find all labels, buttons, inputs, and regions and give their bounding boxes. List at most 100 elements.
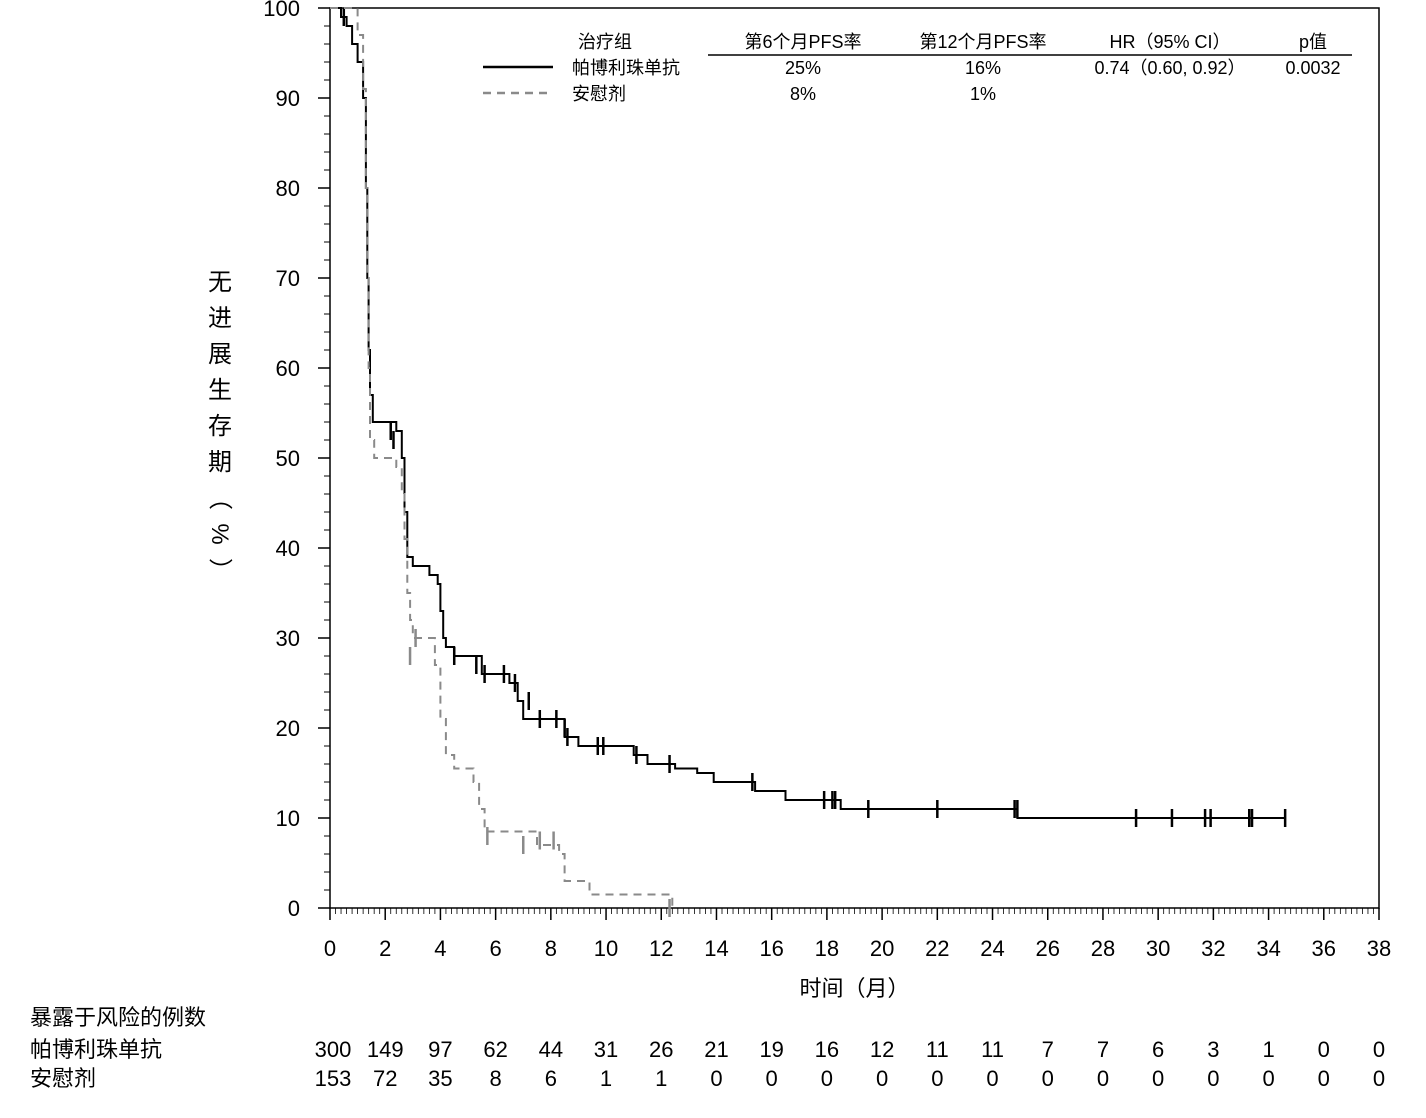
risk-count: 6 — [545, 1066, 557, 1091]
legend-cell: 0.74（0.60, 0.92） — [1094, 58, 1245, 78]
x-tick-label: 24 — [980, 936, 1004, 961]
x-tick-label: 14 — [704, 936, 728, 961]
x-tick-label: 32 — [1201, 936, 1225, 961]
risk-count: 0 — [986, 1066, 998, 1091]
legend-cell: 16% — [965, 58, 1001, 78]
risk-count: 44 — [539, 1037, 563, 1062]
risk-count: 7 — [1042, 1037, 1054, 1062]
legend-cell: 25% — [785, 58, 821, 78]
y-axis-label-char: 期 — [208, 449, 232, 476]
x-tick-label: 36 — [1312, 936, 1336, 961]
risk-count: 7 — [1097, 1037, 1109, 1062]
pembrolizumab-curve — [330, 7, 1286, 819]
risk-row-label: 帕博利珠单抗 — [30, 1037, 162, 1062]
risk-count: 12 — [870, 1037, 894, 1062]
risk-count: 0 — [1373, 1037, 1385, 1062]
x-tick-label: 6 — [490, 936, 502, 961]
risk-count: 11 — [926, 1037, 949, 1062]
x-tick-label: 2 — [379, 936, 391, 961]
x-tick-label: 8 — [545, 936, 557, 961]
risk-count: 0 — [1318, 1037, 1330, 1062]
risk-count: 0 — [1152, 1066, 1164, 1091]
y-tick-label: 50 — [276, 446, 300, 471]
y-tick-label: 30 — [276, 626, 300, 651]
risk-count: 0 — [931, 1066, 943, 1091]
legend-header: p值 — [1299, 32, 1327, 52]
y-axis-label-char: 存 — [208, 413, 232, 440]
risk-count: 72 — [373, 1066, 397, 1091]
y-tick-label: 20 — [276, 716, 300, 741]
x-axis-label: 时间（月） — [799, 976, 909, 1001]
x-tick-label: 26 — [1035, 936, 1059, 961]
risk-count: 300 — [315, 1037, 352, 1062]
legend-group-name: 安慰剂 — [572, 84, 626, 104]
risk-count: 0 — [1318, 1066, 1330, 1091]
risk-count: 0 — [710, 1066, 722, 1091]
x-tick-label: 20 — [870, 936, 894, 961]
legend-group-name: 帕博利珠单抗 — [572, 58, 680, 78]
risk-count: 16 — [815, 1037, 839, 1062]
risk-count: 62 — [483, 1037, 507, 1062]
risk-count: 0 — [1097, 1066, 1109, 1091]
risk-count: 6 — [1152, 1037, 1164, 1062]
placebo-curve — [330, 7, 674, 908]
legend-header: 治疗组 — [578, 32, 632, 52]
risk-count: 21 — [704, 1037, 728, 1062]
y-axis-label-char: 无 — [208, 269, 232, 296]
legend-cell: 1% — [970, 84, 996, 104]
risk-count: 35 — [428, 1066, 452, 1091]
risk-count: 3 — [1207, 1037, 1219, 1062]
x-tick-label: 18 — [815, 936, 839, 961]
legend-cell: 8% — [790, 84, 816, 104]
plot-frame — [329, 7, 1380, 909]
x-tick-label: 4 — [434, 936, 446, 961]
risk-count: 0 — [766, 1066, 778, 1091]
y-tick-label: 70 — [276, 266, 300, 291]
x-tick-label: 10 — [594, 936, 618, 961]
risk-count: 0 — [1042, 1066, 1054, 1091]
risk-count: 153 — [315, 1066, 352, 1091]
risk-table-title: 暴露于风险的例数 — [30, 1005, 206, 1030]
risk-count: 0 — [1373, 1066, 1385, 1091]
x-tick-label: 30 — [1146, 936, 1170, 961]
y-tick-label: 60 — [276, 356, 300, 381]
risk-count: 11 — [981, 1037, 1004, 1062]
risk-row-label: 安慰剂 — [30, 1066, 96, 1091]
risk-count: 149 — [367, 1037, 404, 1062]
legend-cell: 0.0032 — [1285, 58, 1340, 78]
legend-header: HR（95% CI） — [1109, 32, 1230, 52]
risk-count: 1 — [600, 1066, 612, 1091]
y-axis-label-char: （ — [206, 486, 233, 510]
x-tick-label: 22 — [925, 936, 949, 961]
risk-count: 0 — [821, 1066, 833, 1091]
risk-count: 26 — [649, 1037, 673, 1062]
y-tick-label: 80 — [276, 176, 300, 201]
y-tick-label: 10 — [276, 806, 300, 831]
x-tick-label: 28 — [1091, 936, 1115, 961]
y-axis-label-char: 展 — [208, 341, 232, 368]
y-tick-label: 90 — [276, 86, 300, 111]
legend-header: 第12个月PFS率 — [919, 32, 1046, 52]
risk-count: 0 — [1262, 1066, 1274, 1091]
y-axis-label-char: ） — [206, 558, 233, 582]
legend-header: 第6个月PFS率 — [744, 32, 861, 52]
risk-count: 1 — [1262, 1037, 1274, 1062]
x-tick-label: 16 — [759, 936, 783, 961]
y-tick-label: 100 — [263, 0, 300, 21]
y-axis-label-char: 进 — [208, 305, 232, 332]
risk-count: 8 — [490, 1066, 502, 1091]
x-tick-label: 0 — [324, 936, 336, 961]
risk-count: 1 — [655, 1066, 667, 1091]
y-axis-label-char: % — [206, 523, 233, 544]
risk-count: 0 — [876, 1066, 888, 1091]
x-tick-label: 34 — [1256, 936, 1280, 961]
y-axis-label-char: 生 — [208, 377, 232, 404]
risk-count: 0 — [1207, 1066, 1219, 1091]
risk-count: 19 — [759, 1037, 783, 1062]
y-tick-label: 40 — [276, 536, 300, 561]
y-tick-label: 0 — [288, 896, 300, 921]
risk-count: 97 — [428, 1037, 452, 1062]
x-tick-label: 12 — [649, 936, 673, 961]
x-tick-label: 38 — [1367, 936, 1391, 961]
